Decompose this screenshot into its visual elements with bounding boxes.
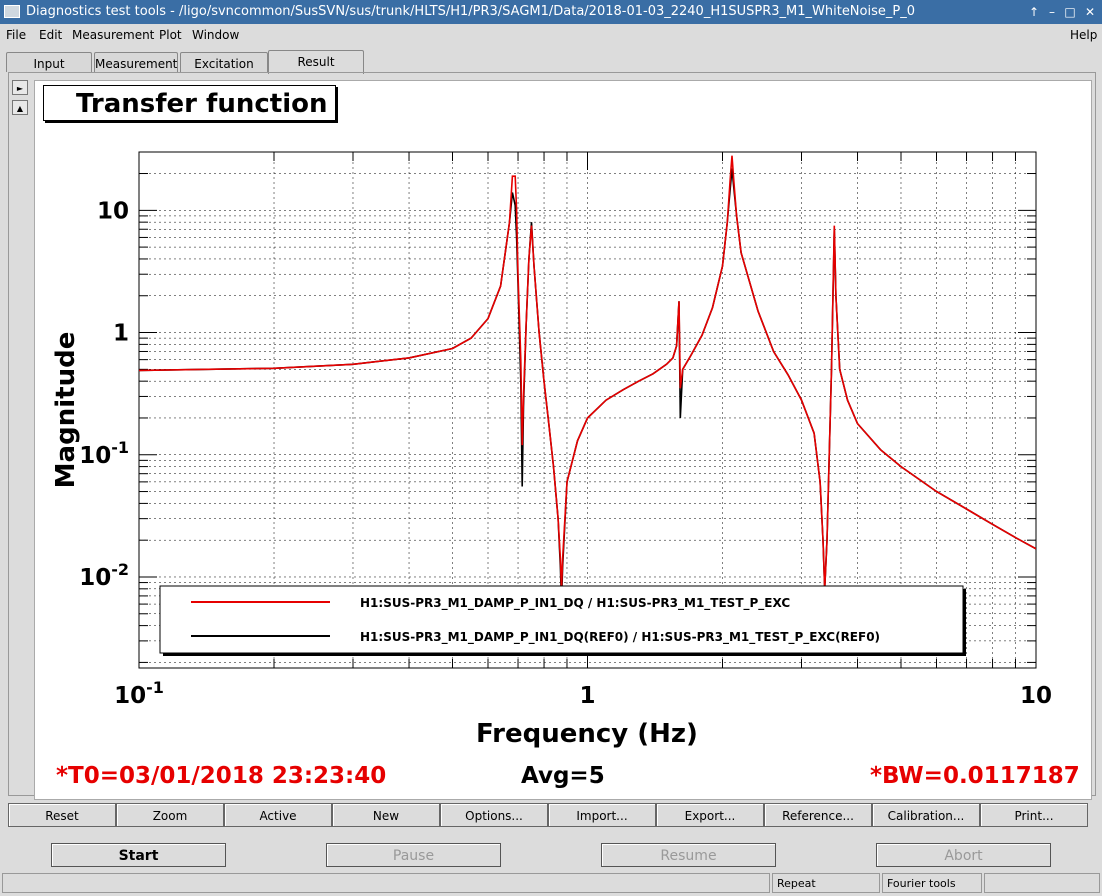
grid	[138, 151, 1036, 668]
tab-result[interactable]: Result	[268, 50, 364, 74]
status-bar: Repeat Fourier tools	[0, 873, 1102, 896]
menu-edit[interactable]: Edit	[39, 28, 63, 42]
expand-arrow-icon[interactable]: ►	[12, 80, 28, 95]
new-button[interactable]: New	[332, 803, 440, 827]
t0-readout: *T0=03/01/2018 23:23:40	[56, 763, 387, 789]
legend-label: H1:SUS-PR3_M1_DAMP_P_IN1_DQ / H1:SUS-PR3…	[360, 596, 790, 611]
reset-button[interactable]: Reset	[8, 803, 116, 827]
tab-bar: Input Measurement Excitation Result	[0, 50, 1102, 74]
transfer-function-chart[interactable]: 10-1 1 10 10-2 10-1 1 10 H1:SUS-PR3_M1_DAMP_P_…	[0, 0, 1102, 800]
print-button[interactable]: Print...	[980, 803, 1088, 827]
up-arrow-icon[interactable]: ↑	[1028, 5, 1040, 19]
abort-button[interactable]: Abort	[876, 843, 1051, 867]
collapse-arrow-icon[interactable]: ▲	[12, 100, 28, 115]
status-extra	[984, 873, 1100, 893]
options-button[interactable]: Options...	[440, 803, 548, 827]
avg-readout: Avg=5	[521, 763, 605, 789]
app-window-icon	[4, 5, 20, 18]
tab-input[interactable]: Input	[6, 52, 92, 72]
legend-box	[159, 585, 964, 654]
export-button[interactable]: Export...	[656, 803, 764, 827]
import-button[interactable]: Import...	[548, 803, 656, 827]
x-axis-label: Frequency (Hz)	[476, 719, 698, 749]
legend-label: H1:SUS-PR3_M1_DAMP_P_IN1_DQ(REF0) / H1:S…	[360, 630, 880, 645]
y-axis-label: Magnitude	[51, 332, 81, 489]
axis-frame	[138, 151, 1037, 669]
x-tick-label: 10-1	[114, 678, 164, 709]
resume-button[interactable]: Resume	[601, 843, 776, 867]
close-icon[interactable]: ✕	[1084, 5, 1096, 19]
menu-plot[interactable]: Plot	[159, 28, 182, 42]
calibration-button[interactable]: Calibration...	[872, 803, 980, 827]
start-button[interactable]: Start	[51, 843, 226, 867]
x-tick-label: 10	[1020, 683, 1052, 709]
status-tool: Fourier tools	[882, 873, 982, 893]
plot-button-row: Reset Zoom Active New Options... Import.…	[8, 803, 1090, 827]
menu-bar: File Edit Measurement Plot Window Help	[0, 24, 1102, 46]
zoom-button[interactable]: Zoom	[116, 803, 224, 827]
series-line	[139, 155, 1036, 589]
plot-title: Transfer function	[43, 85, 336, 121]
menu-help[interactable]: Help	[1070, 28, 1098, 42]
pause-button[interactable]: Pause	[326, 843, 501, 867]
active-button[interactable]: Active	[224, 803, 332, 827]
bw-readout: *BW=0.0117187	[870, 763, 1080, 789]
status-repeat: Repeat	[772, 873, 880, 893]
y-tick-label: 10-2	[79, 560, 129, 591]
tab-measurement[interactable]: Measurement	[94, 52, 178, 72]
y-tick-label: 10	[97, 198, 129, 224]
status-message	[2, 873, 770, 893]
minimize-icon[interactable]: –	[1049, 5, 1055, 19]
axes: 10-1 1 10 10-2 10-1 1 10	[79, 151, 1052, 709]
y-tick-label: 1	[113, 321, 129, 347]
x-tick-label: 1	[579, 683, 595, 709]
window-title: Diagnostics test tools - /ligo/svncommon…	[26, 4, 915, 19]
series-lines	[139, 155, 1036, 605]
menu-measurement[interactable]: Measurement	[72, 28, 155, 42]
reference-button[interactable]: Reference...	[764, 803, 872, 827]
tab-excitation[interactable]: Excitation	[180, 52, 268, 72]
maximize-icon[interactable]: □	[1064, 5, 1076, 19]
title-bar: Diagnostics test tools - /ligo/svncommon…	[0, 0, 1102, 24]
legend: H1:SUS-PR3_M1_DAMP_P_IN1_DQ / H1:SUS-PR3…	[159, 585, 966, 656]
menu-window[interactable]: Window	[192, 28, 240, 42]
menu-file[interactable]: File	[6, 28, 27, 42]
y-tick-label: 10-1	[79, 438, 129, 469]
